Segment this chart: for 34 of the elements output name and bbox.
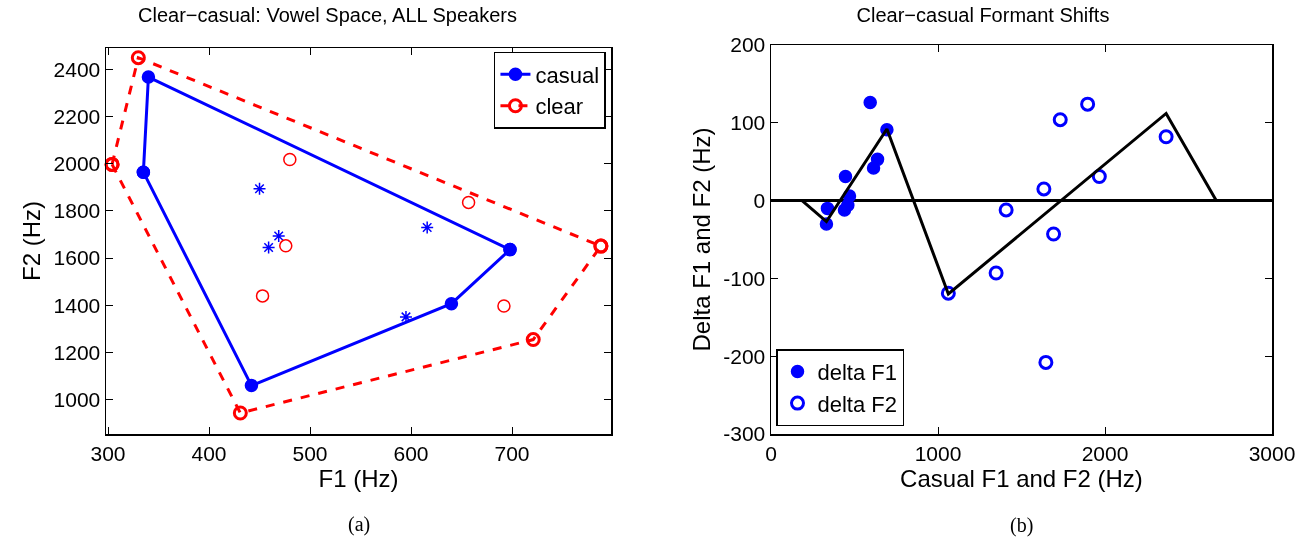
y-tick-label: 1800 (53, 199, 101, 223)
y-tick-label: 2200 (53, 104, 101, 128)
x-tick-label: 3000 (1248, 441, 1296, 465)
x-tick-label: 700 (494, 441, 530, 465)
legend-label: delta F2 (817, 391, 898, 417)
y-tick-label: -200 (723, 344, 766, 368)
y-tick-label: 2000 (53, 152, 101, 176)
text: (a) (348, 513, 371, 536)
chart-title: Clear−casual Formant Shifts (856, 4, 1110, 27)
x-tick-label: 300 (90, 441, 126, 465)
y-tick-label: 1600 (53, 246, 101, 270)
y-tick-label: 1200 (53, 340, 101, 364)
y-axis-title: F2 (Hz) (17, 201, 45, 281)
x-tick-label: 600 (393, 441, 429, 465)
y-tick-label: 2400 (53, 57, 101, 81)
y-tick-label: 100 (730, 111, 766, 135)
y-tick-label: 1400 (53, 293, 101, 317)
x-tick-label: 500 (292, 441, 328, 465)
x-tick-label: 2000 (1081, 441, 1129, 465)
y-axis-title: Delta F1 and F2 (Hz) (687, 127, 715, 352)
legend-label: delta F1 (817, 360, 898, 386)
y-tick-label: 1000 (53, 388, 101, 412)
x-axis-title: F1 (Hz) (318, 464, 399, 492)
y-tick-label: 0 (753, 188, 766, 212)
x-tick-label: 400 (191, 441, 227, 465)
y-tick-label: 200 (730, 33, 766, 57)
legend-label: casual (535, 62, 600, 88)
text: (b) (1010, 514, 1034, 537)
legend-label: clear (535, 94, 584, 120)
y-tick-label: -100 (723, 266, 766, 290)
x-tick-label: 1000 (914, 441, 962, 465)
x-axis-title: Casual F1 and F2 (Hz) (900, 464, 1143, 492)
chart-title: Clear−casual: Vowel Space, ALL Speakers (138, 4, 517, 27)
y-tick-label: -300 (723, 422, 766, 446)
